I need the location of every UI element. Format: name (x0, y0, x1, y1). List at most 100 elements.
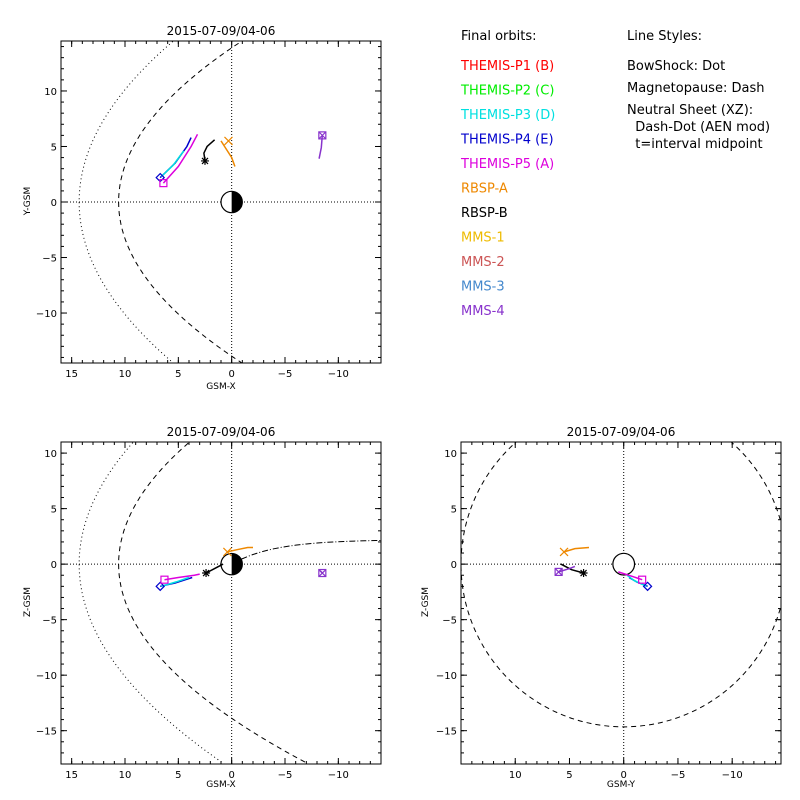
yz-x-tick-label: 10 (509, 770, 522, 781)
xy-plane-panel: 2015-07-09/04-06 GSM-X Y-GSM 15 10 5 0 −5 −10… (23, 24, 382, 392)
yz-orbit-trace (563, 546, 590, 553)
xy-y-tick-label: 10 (44, 87, 57, 98)
orbit-legend-list: THEMIS-P1 (B) THEMIS-P2 (C) THEMIS-P3 (D) T… (460, 59, 555, 319)
xz-orbit-trace (161, 576, 190, 588)
xz-x-tick-label: 5 (175, 770, 181, 781)
xz-orbit-marker-x (222, 547, 232, 557)
line-style-item: Dash-Dot (AEN mod) (627, 120, 770, 135)
yz-orbit-marker-square (638, 575, 647, 584)
xy-y-tick-label: −5 (42, 254, 57, 265)
xz-earth-icon (220, 552, 243, 576)
xy-y-tick-label: 0 (51, 198, 57, 209)
xy-orbit-marker-square (159, 179, 168, 188)
legend-item-themis-p4-e: THEMIS-P4 (E) (460, 133, 554, 148)
legend-item-mms-1: MMS-1 (461, 231, 505, 246)
xy-orbit-marker-x (224, 136, 233, 146)
xy-x-axis-label: GSM-X (206, 382, 235, 392)
xy-x-tick-label: −5 (278, 369, 293, 380)
legend-item-themis-p1-b: THEMIS-P1 (B) (460, 59, 554, 74)
legend-item-themis-p2-c: THEMIS-P2 (C) (460, 84, 554, 99)
yz-orbit-trace (560, 563, 584, 574)
xz-orbit-marker-asterisk (202, 569, 211, 578)
xz-orbit-marker-square-x (318, 568, 327, 578)
yz-plane-panel: 2015-07-09/04-06 GSM-Y Z-GSM 10 5 0 −5 −10 10… (421, 425, 782, 790)
xz-panel-title: 2015-07-09/04-06 (167, 425, 276, 439)
yz-y-tick-label: −15 (436, 727, 457, 738)
legend: Final orbits: THEMIS-P1 (B) THEMIS-P2 (C)… (460, 29, 770, 319)
yz-y-tick-label: 0 (451, 560, 457, 571)
legend-item-rbsp-b: RBSP-B (461, 206, 508, 221)
xz-y-tick-label: −15 (36, 727, 57, 738)
yz-orbit-marker-asterisk (579, 569, 588, 578)
xz-x-axis-label: GSM-X (206, 780, 235, 790)
xz-x-tick-label: −10 (328, 770, 349, 781)
xy-x-tick-label: 10 (119, 369, 132, 380)
yz-y-tick-label: 10 (444, 449, 457, 460)
legend-item-mms-4: MMS-4 (461, 304, 505, 319)
yz-panel-title: 2015-07-09/04-06 (567, 425, 676, 439)
xy-x-tick-label: 0 (228, 369, 234, 380)
xz-x-tick-label: −5 (278, 770, 293, 781)
xz-plot-frame (60, 441, 382, 765)
line-styles-heading: Line Styles: (627, 29, 702, 44)
xy-y-tick-label: 5 (51, 142, 57, 153)
line-style-legend-list: BowShock: Dot Magnetopause: Dash Neutral S… (627, 59, 770, 152)
xy-orbit-trace (159, 137, 192, 179)
line-style-item: Neutral Sheet (XZ): (627, 103, 753, 118)
xy-earth-icon (220, 190, 243, 214)
xz-orbit-trace (227, 546, 253, 553)
yz-y-axis-label: Z-GSM (421, 587, 431, 617)
xy-orbit-marker-square-x (318, 131, 327, 140)
line-style-item: Magnetopause: Dash (627, 81, 764, 96)
xy-y-tick-label: −10 (36, 309, 57, 320)
xz-y-tick-label: 5 (51, 505, 57, 516)
line-style-item: t=interval midpoint (627, 137, 763, 152)
legend-item-rbsp-a: RBSP-A (461, 182, 508, 197)
yz-orbit-marker-square-x (554, 567, 563, 577)
xy-y-axis-label: Y-GSM (23, 187, 33, 216)
xy-x-tick-label: −10 (328, 369, 349, 380)
xy-plot-area (61, 41, 381, 363)
xz-orbit-marker-diamond (155, 581, 166, 592)
xy-x-tick-label: 5 (175, 369, 181, 380)
legend-item-themis-p3-d: THEMIS-P3 (D) (460, 108, 555, 123)
xy-orbit-marker-asterisk (201, 156, 209, 165)
xz-bow-shock-boundary (78, 442, 226, 764)
xz-neutral-sheet (231, 539, 381, 565)
xy-panel-title: 2015-07-09/04-06 (167, 24, 276, 38)
xz-y-tick-label: 0 (51, 560, 57, 571)
xz-plot-area (61, 442, 381, 764)
xz-orbit-trace (164, 573, 200, 581)
xy-orbit-trace (220, 140, 236, 167)
xy-bow-shock-boundary (78, 41, 175, 363)
xz-x-tick-label: 10 (119, 770, 132, 781)
legend-item-themis-p5-a: THEMIS-P5 (A) (460, 157, 554, 172)
line-style-item: BowShock: Dot (627, 59, 725, 74)
xy-x-tick-label: 15 (65, 369, 78, 380)
orbits-heading: Final orbits: (461, 29, 537, 44)
yz-y-tick-label: −5 (442, 616, 457, 627)
xz-orbit-trace (205, 563, 224, 574)
yz-x-tick-label: 0 (621, 770, 627, 781)
xz-y-axis-label: Z-GSM (23, 587, 33, 617)
xz-plane-panel: 2015-07-09/04-06 GSM-X Z-GSM 15 10 5 0 −5 −10… (23, 425, 382, 790)
legend-item-mms-2: MMS-2 (461, 255, 505, 270)
yz-plot-frame (460, 441, 782, 765)
yz-x-axis-label: GSM-Y (607, 780, 636, 790)
xy-orbit-trace (162, 133, 199, 184)
yz-y-tick-label: −10 (436, 671, 457, 682)
xy-orbit-trace (160, 150, 185, 178)
xz-y-tick-label: −5 (42, 616, 57, 627)
xz-orbit-marker-square (160, 575, 169, 584)
xz-y-tick-label: −10 (36, 671, 57, 682)
yz-orbit-trace (626, 574, 647, 587)
legend-item-mms-3: MMS-3 (461, 280, 505, 295)
xz-x-tick-label: 15 (65, 770, 78, 781)
xz-x-tick-label: 0 (228, 770, 234, 781)
yz-orbit-marker-diamond (642, 581, 653, 592)
yz-orbit-marker-x (559, 547, 569, 557)
yz-y-tick-label: 5 (451, 505, 457, 516)
xz-y-tick-label: 10 (44, 449, 57, 460)
yz-earth-icon (612, 552, 636, 576)
